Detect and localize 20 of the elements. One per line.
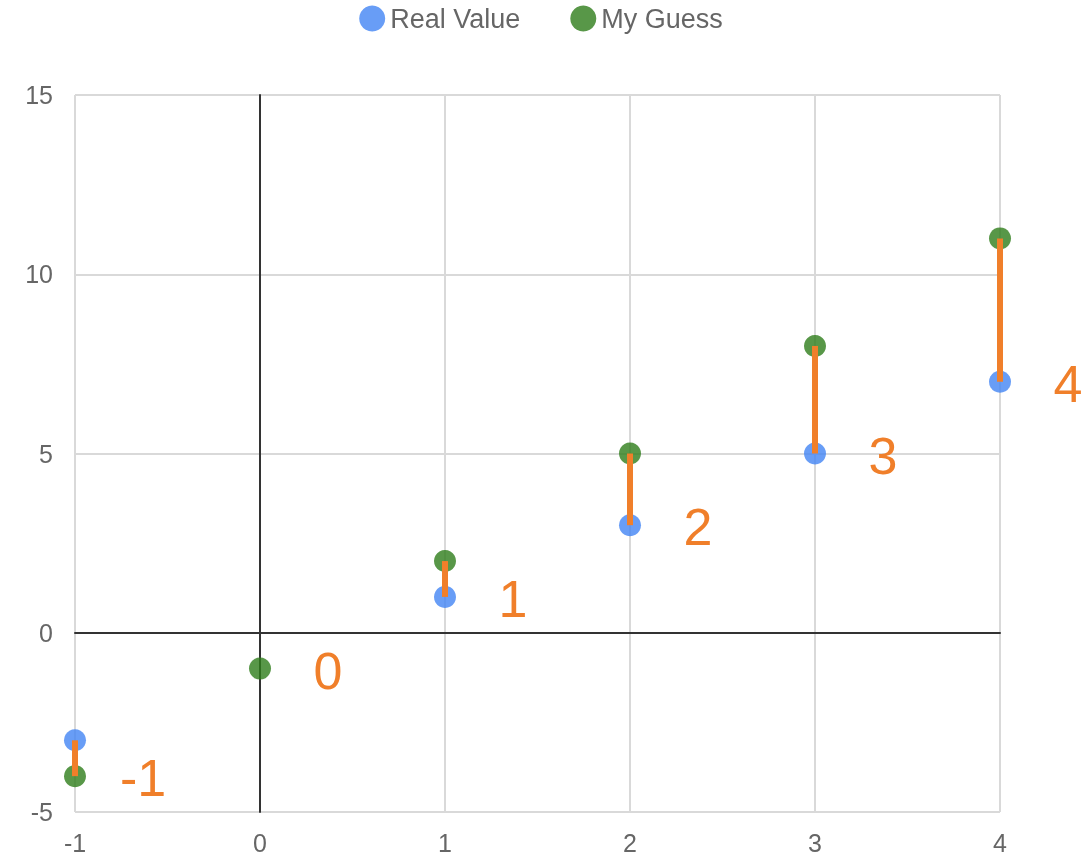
- x-tick-label: 0: [253, 828, 267, 857]
- x-tick-label: 2: [623, 828, 637, 857]
- x-tick-label: 1: [438, 828, 452, 857]
- annotation: 3: [868, 426, 898, 485]
- x-tick-label: -1: [63, 828, 87, 857]
- point: [249, 657, 271, 680]
- y-tick-label: -5: [30, 798, 53, 826]
- y-tick-label: 5: [39, 439, 53, 468]
- y-tick-label: 15: [25, 81, 53, 109]
- annotation: 4: [1053, 354, 1082, 413]
- y-tick-label: 10: [25, 260, 53, 289]
- y-tick-label: 0: [39, 618, 53, 647]
- x-tick-label: 3: [808, 828, 822, 857]
- annotation: -1: [119, 749, 167, 808]
- annotation: 1: [498, 569, 528, 628]
- annotation: 0: [313, 641, 343, 700]
- legend-label: Real Value: [390, 3, 521, 34]
- x-tick-label: 4: [993, 828, 1008, 857]
- legend-label: My Guess: [601, 3, 723, 34]
- annotation: 2: [683, 498, 713, 557]
